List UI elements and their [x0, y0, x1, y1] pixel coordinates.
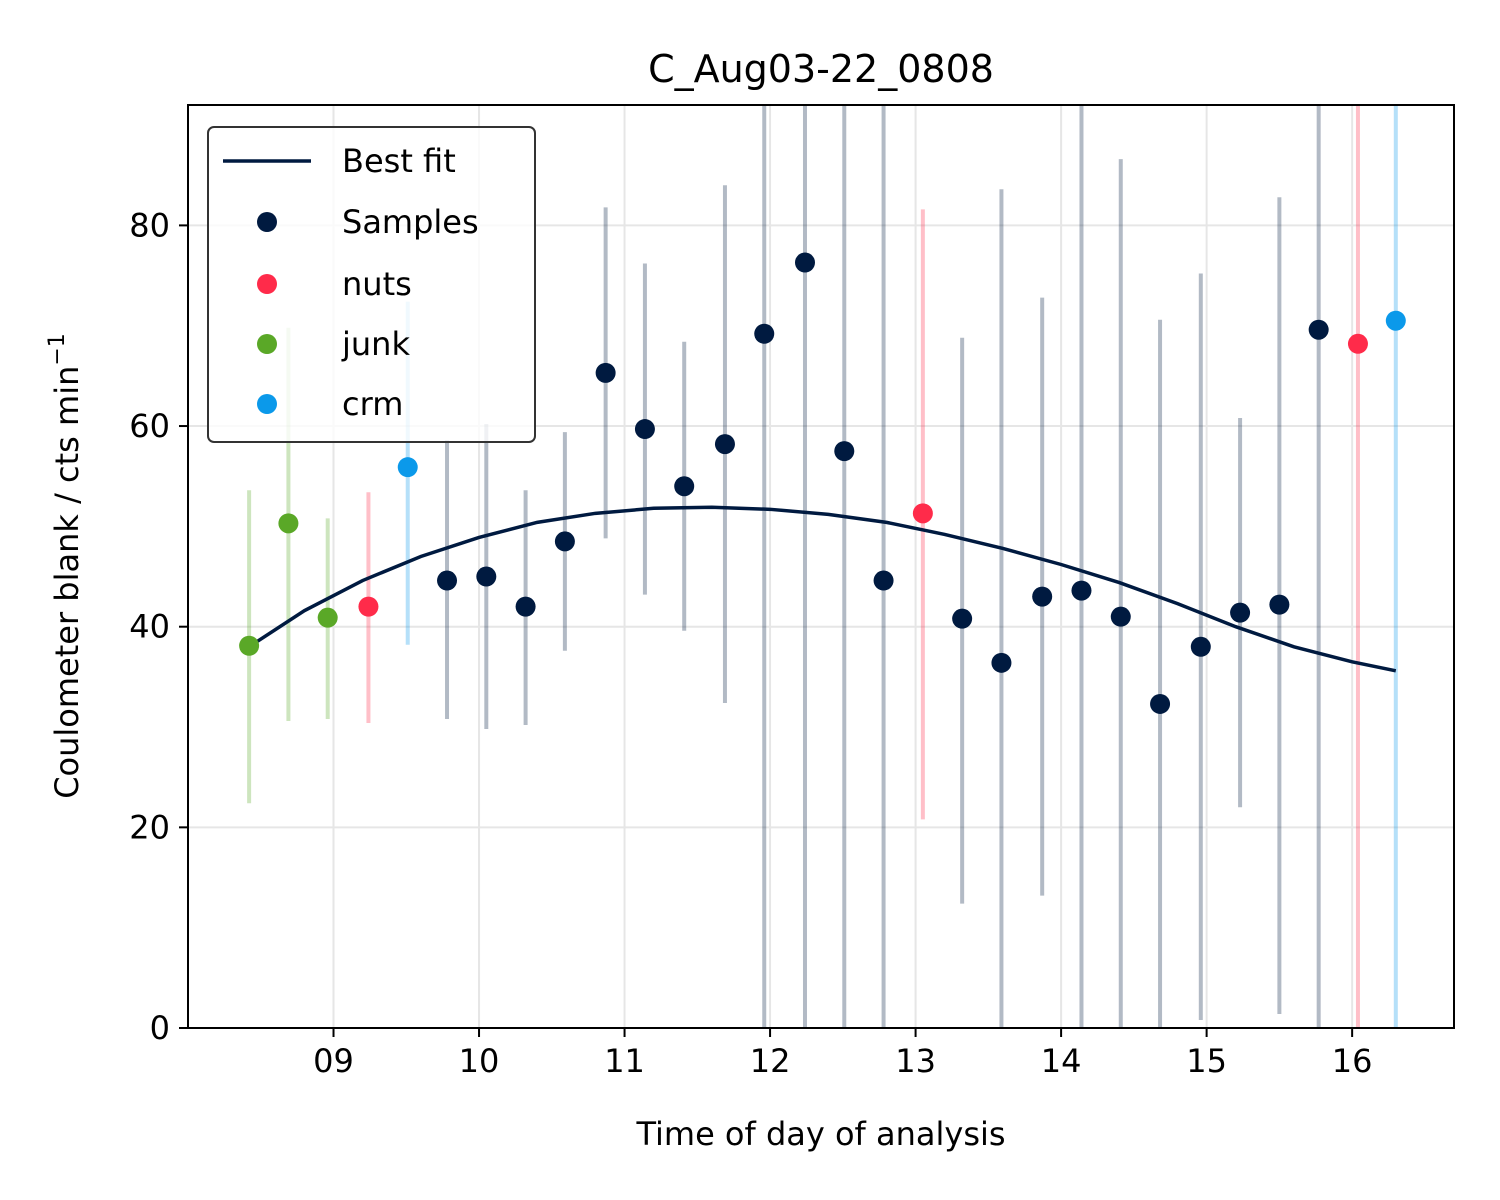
data-points	[239, 252, 1406, 714]
data-point	[952, 608, 973, 629]
data-point	[1032, 586, 1053, 607]
y-axis-label: Coulometer blank / cts min−1	[45, 333, 86, 799]
x-tick-label: 12	[750, 1042, 791, 1080]
data-point	[358, 596, 379, 617]
data-point	[437, 570, 458, 591]
y-tick-label: 80	[129, 206, 170, 244]
data-point	[239, 635, 260, 656]
legend: Best fit Samples nuts junk crm	[207, 126, 536, 443]
x-tick-label: 11	[604, 1042, 645, 1080]
data-point	[515, 596, 536, 617]
data-point	[991, 652, 1012, 673]
data-point	[397, 457, 418, 478]
data-point	[554, 531, 575, 552]
data-point	[912, 503, 933, 524]
x-tick-label: 14	[1041, 1042, 1082, 1080]
plot-frame	[187, 104, 1455, 1029]
data-point	[794, 252, 815, 273]
legend-dot-marker	[257, 274, 277, 294]
data-point	[714, 434, 735, 455]
y-axis-label-superscript: −1	[45, 333, 70, 365]
data-point	[674, 476, 695, 497]
data-point	[1150, 693, 1171, 714]
data-point	[834, 441, 855, 462]
legend-dot-marker	[257, 394, 277, 414]
x-tick-label: 13	[895, 1042, 936, 1080]
y-tick-label: 60	[129, 407, 170, 445]
data-point	[754, 323, 775, 344]
y-tick-label: 20	[129, 808, 170, 846]
data-point	[1385, 310, 1406, 331]
best-fit-layer	[248, 505, 1397, 673]
data-point	[476, 566, 497, 587]
data-point	[634, 419, 655, 440]
legend-dot-marker	[257, 334, 277, 354]
legend-label: Best fit	[342, 142, 456, 180]
legend-label: crm	[342, 385, 403, 423]
x-tick-label: 16	[1332, 1042, 1373, 1080]
data-point	[1347, 333, 1368, 354]
x-tick-label: 09	[313, 1042, 354, 1080]
data-point	[1269, 594, 1290, 615]
data-point	[278, 513, 299, 534]
data-point	[873, 570, 894, 591]
data-point	[317, 607, 338, 628]
x-tick-label: 15	[1186, 1042, 1227, 1080]
y-axis-label-text: Coulometer blank / cts min	[48, 366, 86, 799]
legend-frame	[207, 126, 536, 443]
best-fit-line	[248, 505, 1397, 673]
data-point	[1190, 636, 1211, 657]
legend-label: junk	[341, 325, 410, 363]
legend-label: nuts	[342, 265, 412, 303]
data-point	[1308, 319, 1329, 340]
x-tick-label: 10	[459, 1042, 500, 1080]
y-axis: 0 20 40 60 80	[129, 206, 188, 1047]
x-axis-label: Time of day of analysis	[635, 1115, 1005, 1153]
data-point	[1230, 602, 1251, 623]
x-axis: 09 10 11 12 13 14 15 16	[313, 1028, 1372, 1080]
legend-label: Samples	[342, 203, 479, 241]
data-point	[595, 362, 616, 383]
data-point	[1110, 606, 1131, 627]
y-tick-label: 0	[150, 1009, 170, 1047]
y-tick-label: 40	[129, 608, 170, 646]
data-point	[1071, 580, 1092, 601]
legend-dot-marker	[257, 212, 277, 232]
chart-title: C_Aug03-22_0808	[648, 47, 994, 91]
